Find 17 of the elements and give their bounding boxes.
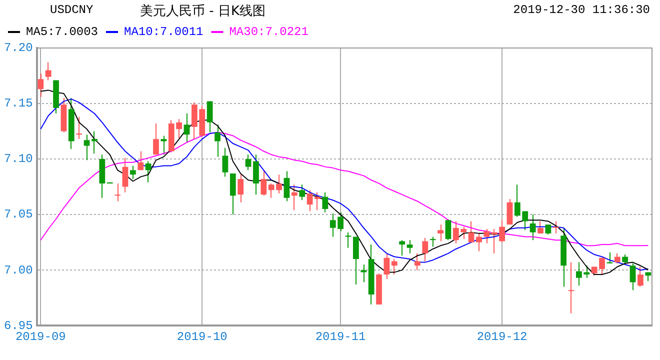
x-tick-label: 2019-12 — [476, 330, 528, 344]
candlestick — [430, 236, 436, 247]
y-tick-label: 7.10 — [4, 152, 33, 166]
candlestick — [345, 232, 352, 248]
chart-title: 美元人民币 - 日K线图 — [140, 3, 266, 20]
y-tick-label: 7.20 — [4, 41, 33, 56]
legend-label: MA10:7.0011 — [124, 25, 204, 40]
text: 2019-12-30 11:36:30 — [513, 3, 650, 17]
y-tick-label: 7.15 — [4, 96, 33, 111]
y-tick-label: 7.05 — [4, 208, 33, 222]
x-tick-label: 2019-11 — [315, 330, 366, 344]
legend-label: MA5:7.0003 — [26, 25, 98, 40]
legend-label: MA30:7.0221 — [229, 25, 308, 40]
y-tick-label: 7.00 — [4, 263, 33, 278]
x-tick-label: 2019-10 — [176, 330, 228, 344]
candlestick — [114, 183, 120, 202]
chart-subtitle: USDCNY — [50, 3, 94, 17]
